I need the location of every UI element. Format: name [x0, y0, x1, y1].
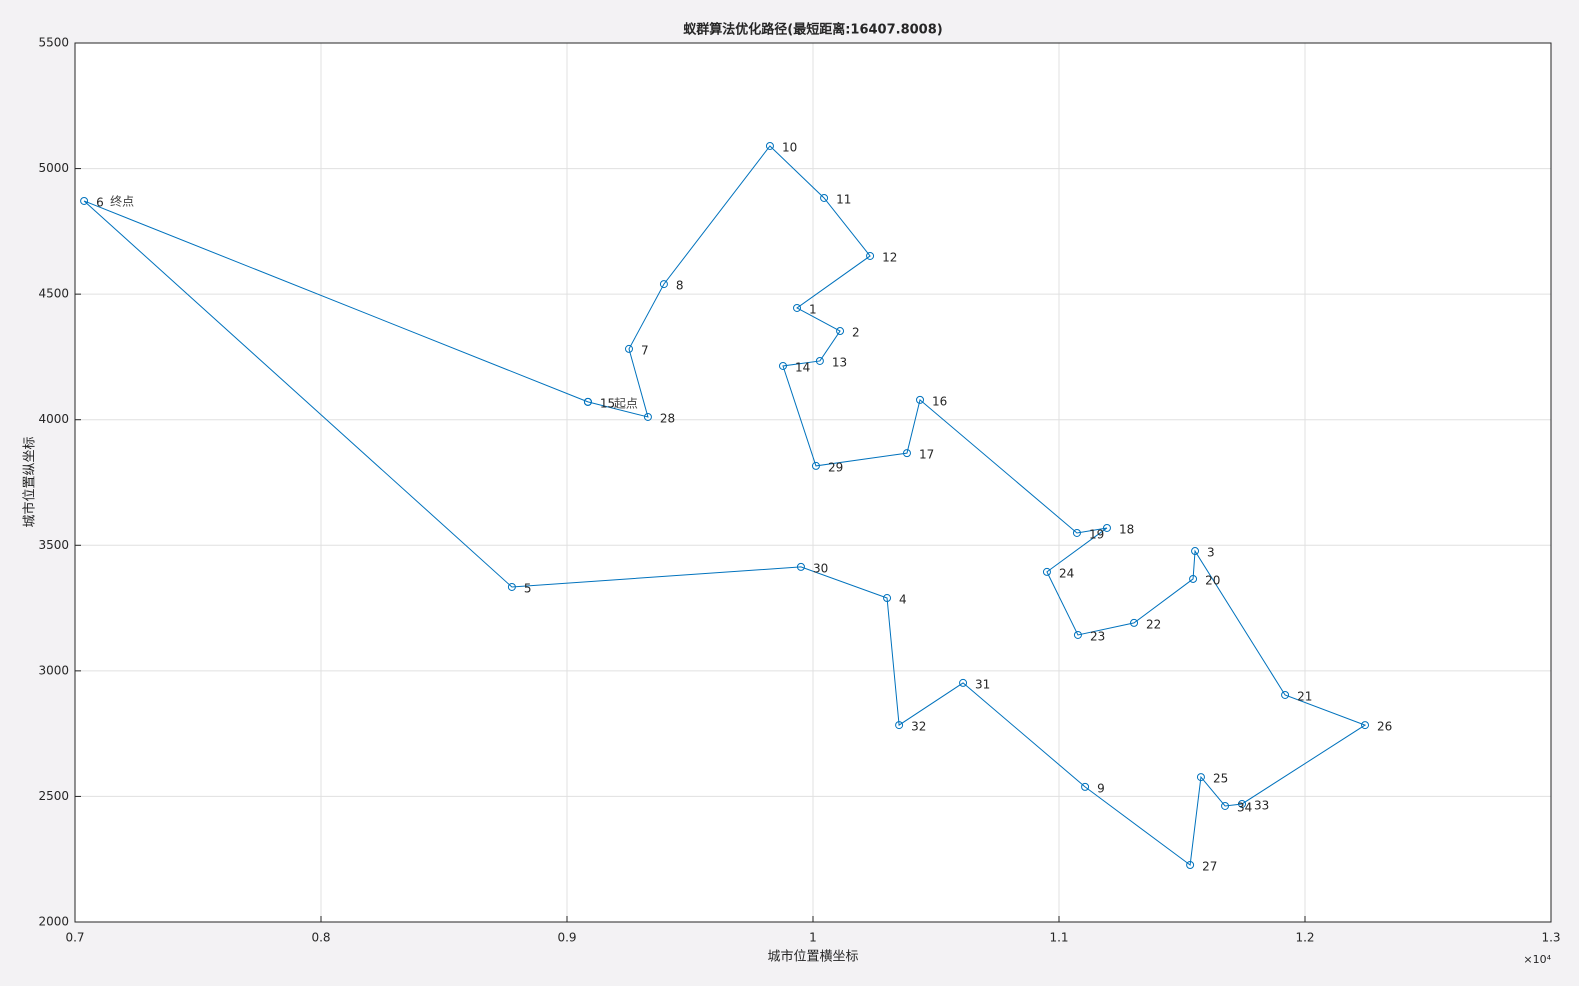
axes-box [74, 42, 1552, 923]
city-marker [883, 594, 892, 603]
city-marker [643, 412, 652, 421]
city-marker [811, 461, 820, 470]
city-marker [820, 193, 829, 202]
y-tick-label: 5500 [38, 36, 69, 50]
city-label: 23 [1090, 629, 1105, 643]
city-marker [1281, 690, 1290, 699]
city-label: 2 [852, 326, 860, 340]
city-label: 17 [919, 448, 934, 462]
x-tick-label: 0.9 [557, 931, 576, 945]
city-label: 8 [676, 279, 684, 293]
city-marker [1186, 860, 1195, 869]
city-label: 11 [836, 192, 851, 206]
city-label: 15 [600, 396, 615, 410]
end-label: 终点 [110, 193, 134, 208]
city-marker [1221, 801, 1230, 810]
city-label: 14 [795, 360, 810, 374]
city-marker [1130, 618, 1139, 627]
city-label: 33 [1254, 798, 1269, 812]
x-tick-label: 0.8 [311, 931, 330, 945]
city-marker [959, 678, 968, 687]
city-marker [1081, 782, 1090, 791]
city-label: 13 [832, 355, 847, 369]
city-label: 22 [1146, 617, 1161, 631]
city-marker [866, 251, 875, 260]
city-marker [778, 361, 787, 370]
city-label: 30 [813, 561, 828, 575]
city-marker [624, 344, 633, 353]
city-marker [1361, 721, 1370, 730]
y-axis-label: 城市位置纵坐标 [22, 436, 38, 527]
city-label: 7 [641, 343, 649, 357]
city-marker [902, 449, 911, 458]
city-label: 19 [1089, 527, 1104, 541]
city-label: 21 [1297, 689, 1312, 703]
city-label: 32 [911, 720, 926, 734]
city-marker [895, 721, 904, 730]
city-label: 12 [882, 250, 897, 264]
city-label: 4 [899, 593, 907, 607]
x-tick-label: 0.7 [65, 931, 84, 945]
chart-title: 蚁群算法优化路径(最短距离:16407.8008) [683, 22, 942, 38]
city-marker [1073, 630, 1082, 639]
city-label: 6 [96, 195, 104, 209]
city-label: 5 [524, 581, 532, 595]
city-marker [793, 303, 802, 312]
city-label: 20 [1205, 573, 1220, 587]
city-marker [1189, 574, 1198, 583]
city-label: 27 [1202, 859, 1217, 873]
y-tick-label: 4500 [38, 287, 69, 301]
start-label: 起点 [614, 396, 638, 410]
x-tick-label: 1 [809, 931, 817, 945]
x-tick-label: 1.3 [1541, 931, 1560, 945]
city-label: 9 [1097, 781, 1105, 795]
city-marker [836, 327, 845, 336]
city-label: 26 [1377, 720, 1392, 734]
city-marker [1196, 773, 1205, 782]
city-marker [659, 280, 668, 289]
city-label: 28 [660, 411, 675, 425]
x-axis-label: 城市位置横坐标 [767, 949, 858, 965]
city-label: 10 [782, 140, 797, 154]
city-marker [583, 397, 592, 406]
y-tick-label: 4000 [38, 412, 69, 426]
y-tick-label: 3500 [38, 538, 69, 552]
city-marker [765, 141, 774, 150]
x-tick-label: 1.1 [1049, 931, 1068, 945]
city-marker [916, 395, 925, 404]
city-label: 3 [1207, 546, 1215, 560]
city-marker [1102, 523, 1111, 532]
city-label: 18 [1119, 522, 1134, 536]
city-marker [796, 562, 805, 571]
city-marker [80, 196, 89, 205]
city-marker [1191, 547, 1200, 556]
city-marker [1238, 799, 1247, 808]
city-label: 29 [828, 460, 843, 474]
y-tick-label: 5000 [38, 161, 69, 175]
y-tick-label: 3000 [38, 663, 69, 677]
city-label: 16 [932, 394, 947, 408]
city-label: 31 [975, 677, 990, 691]
y-tick-label: 2500 [38, 789, 69, 803]
city-label: 34 [1237, 800, 1252, 814]
city-marker [507, 582, 516, 591]
city-marker [1042, 567, 1051, 576]
city-label: 24 [1059, 566, 1074, 580]
y-tick-label: 2000 [38, 915, 69, 929]
city-label: 1 [809, 302, 817, 316]
x-exponent: ×10⁴ [1523, 953, 1551, 966]
x-tick-label: 1.2 [1295, 931, 1314, 945]
city-marker [815, 356, 824, 365]
city-marker [1072, 528, 1081, 537]
city-label: 25 [1213, 772, 1228, 786]
route-line [83, 145, 1367, 866]
